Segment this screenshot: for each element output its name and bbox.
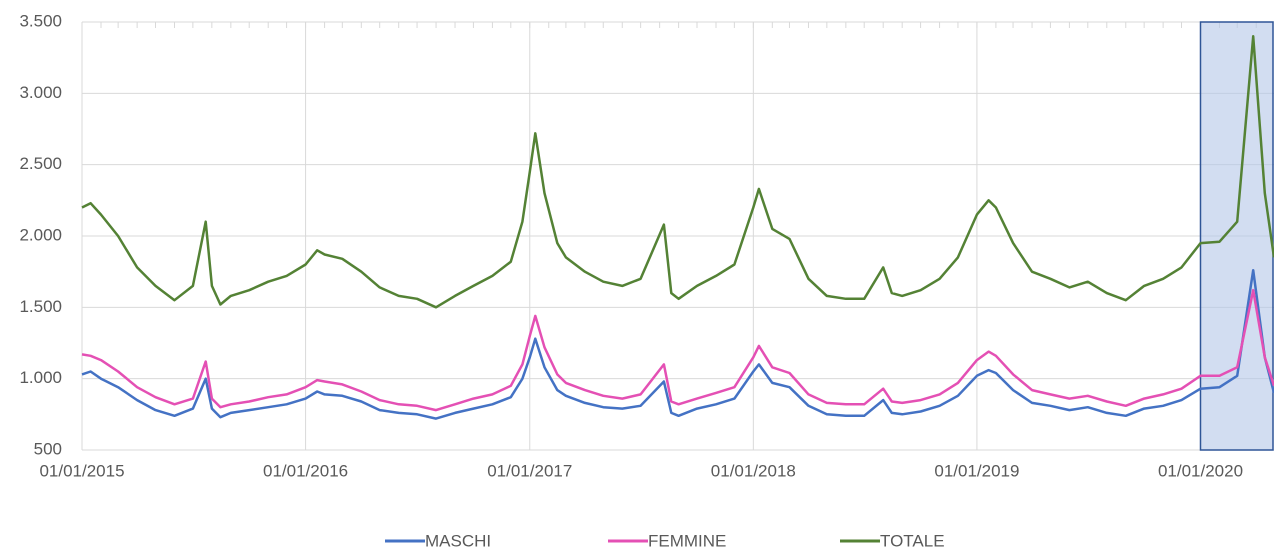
y-tick-label: 1.000 bbox=[19, 368, 62, 387]
x-tick-label: 01/01/2020 bbox=[1158, 461, 1243, 480]
series-line bbox=[81, 288, 1274, 412]
y-tick-label: 2.500 bbox=[19, 154, 62, 173]
x-tick-label: 01/01/2016 bbox=[263, 461, 348, 480]
series-line bbox=[81, 268, 1274, 420]
y-tick-label: 3.500 bbox=[19, 11, 62, 30]
legend-label: MASCHI bbox=[425, 531, 491, 550]
legend-label: FEMMINE bbox=[648, 531, 726, 550]
y-tick-label: 2.000 bbox=[19, 225, 62, 244]
x-tick-label: 01/01/2018 bbox=[711, 461, 796, 480]
y-tick-label: 3.000 bbox=[19, 83, 62, 102]
highlight-region bbox=[1199, 21, 1274, 451]
y-tick-label: 500 bbox=[34, 439, 62, 458]
x-tick-label: 01/01/2015 bbox=[39, 461, 124, 480]
x-tick-label: 01/01/2019 bbox=[934, 461, 1019, 480]
y-tick-label: 1.500 bbox=[19, 297, 62, 316]
legend-label: TOTALE bbox=[880, 531, 945, 550]
series-line bbox=[81, 35, 1274, 309]
x-tick-label: 01/01/2017 bbox=[487, 461, 572, 480]
